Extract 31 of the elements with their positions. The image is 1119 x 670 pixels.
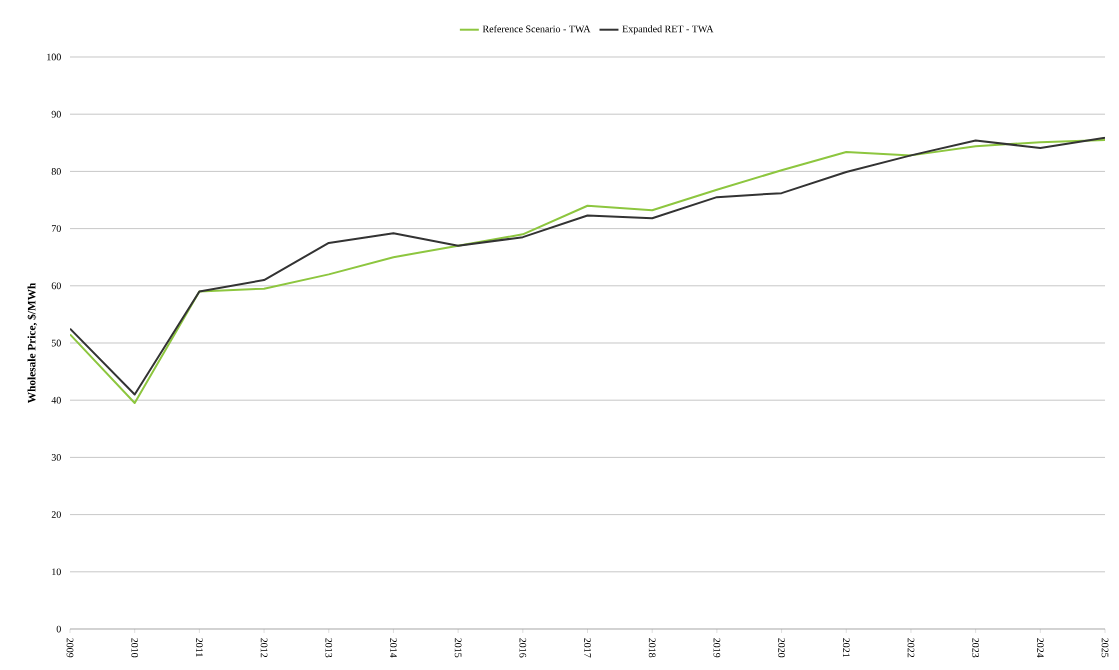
- y-tick-label: 50: [51, 339, 61, 347]
- x-tick-label: 2012: [260, 638, 268, 658]
- y-tick-label: 70: [51, 225, 61, 232]
- legend-label: Reference Scenario - TWA: [482, 25, 591, 33]
- y-axis-title: Wholesale Price, $/MWh: [27, 282, 38, 404]
- x-tick-label: 2017: [584, 638, 591, 658]
- x-tick-label: 2014: [390, 638, 397, 658]
- y-tick-label: 100: [47, 53, 61, 61]
- y-tick-label: 80: [51, 168, 61, 175]
- y-tick-label: 20: [51, 511, 61, 518]
- x-tick-label: 2024: [1036, 638, 1044, 658]
- x-tick-label: 2020: [778, 638, 785, 658]
- x-tick-label: 2015: [454, 638, 462, 658]
- y-tick-label: 10: [52, 568, 61, 576]
- x-tick-label: 2021: [842, 638, 850, 658]
- x-tick-label: 2011: [196, 638, 203, 657]
- y-tick-label: 40: [51, 396, 61, 404]
- x-tick-label: 2023: [972, 638, 980, 658]
- x-tick-label: 2010: [131, 638, 139, 658]
- x-tick-label: 2009: [66, 638, 74, 658]
- legend-label: Expanded RET - TWA: [622, 25, 714, 35]
- x-tick-label: 2016: [519, 638, 527, 658]
- y-tick-label: 60: [51, 282, 61, 290]
- y-tick-label: 0: [56, 625, 61, 633]
- x-tick-label: 2018: [648, 638, 656, 658]
- x-tick-label: 2019: [713, 638, 721, 658]
- y-tick-label: 90: [51, 110, 61, 118]
- x-tick-label: 2025: [1101, 638, 1109, 658]
- x-tick-label: 2022: [907, 638, 915, 658]
- x-tick-label: 2013: [325, 638, 333, 658]
- y-tick-label: 30: [51, 454, 61, 461]
